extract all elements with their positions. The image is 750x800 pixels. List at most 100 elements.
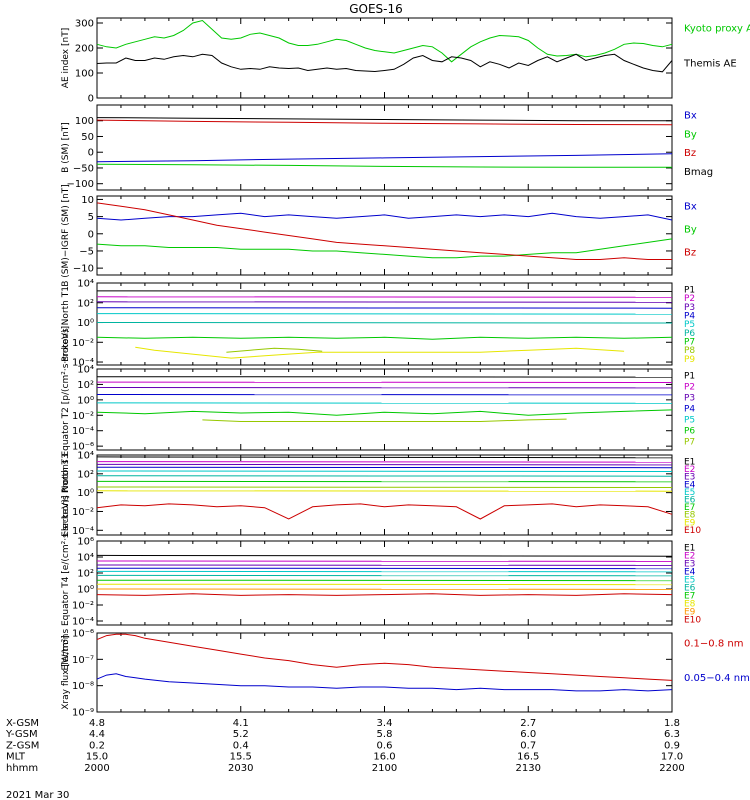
series-line-P7	[202, 418, 567, 422]
series-line-E10	[96, 503, 673, 520]
y-tick-label: 10⁴	[77, 279, 94, 290]
y-tick-label: 10⁰	[77, 585, 94, 596]
series-line-P4	[96, 307, 673, 309]
legend-entry: P6	[684, 427, 695, 437]
y-axis-label: B (SM) [nT]	[61, 122, 71, 173]
x-row-value: 4.1	[233, 718, 249, 729]
x-row-label: X-GSM	[6, 718, 39, 729]
series-line-E2	[96, 461, 673, 463]
y-tick-label: 10⁻⁷	[72, 655, 94, 666]
legend-entry: E6	[684, 496, 696, 506]
y-tick-label: 10⁶	[77, 537, 94, 548]
legend-entry: Bmag	[684, 167, 713, 178]
panel-3: −10 −5 0 5 10 B (SM)−IGRF (SM) [nT] Bx By Bz	[61, 184, 697, 287]
series-line-0.05−0.4 nm	[96, 673, 673, 692]
series-line-P7	[96, 336, 673, 340]
series-line-P9	[135, 346, 625, 359]
legend-entry: Bx	[684, 202, 697, 213]
series-line-P5	[96, 313, 673, 315]
series-line-E5	[96, 470, 673, 472]
series-line-P6	[96, 409, 673, 416]
legend-entry: P3	[684, 303, 695, 313]
legend-entry: P2	[684, 383, 695, 393]
y-axis-label: Xray flux [W/m²]	[61, 635, 71, 709]
y-tick-label: 10⁻⁸	[72, 681, 94, 692]
legend-entry: P1	[684, 372, 695, 382]
series-line-0.1−0.8 nm	[96, 633, 673, 681]
legend-entry: Bx	[684, 111, 697, 122]
x-row-label: Z-GSM	[6, 740, 39, 751]
legend-entry: P7	[684, 438, 695, 448]
x-row-value: 5.8	[377, 729, 393, 740]
y-tick-label: 10⁻⁴	[72, 426, 94, 437]
y-axis-label: B (SM)−IGRF (SM) [nT]	[61, 184, 71, 287]
legend-entry: P6	[684, 329, 695, 339]
y-tick-label: 10	[81, 195, 94, 206]
legend-entry: P8	[684, 346, 695, 356]
series-line-Bx	[96, 212, 673, 221]
x-row-value: 17.0	[661, 752, 683, 763]
y-tick-label: 10⁻⁶	[72, 442, 94, 453]
legend-entry: P5	[684, 320, 695, 330]
series-line-E1	[96, 554, 673, 557]
y-tick-label: −5	[79, 246, 94, 257]
x-row-value: 0.4	[233, 740, 249, 751]
legend-entry: P5	[684, 416, 695, 426]
legend-entry: Bz	[684, 248, 696, 259]
y-tick-label: 200	[75, 44, 94, 55]
legend-entry: E7	[684, 592, 695, 602]
y-axis-label: Electrons Equator T4 [e/(cm²·s·sr·keV)]	[61, 496, 71, 671]
panel-1: 0 100 200 300 AE index [nT] Kyoto proxy AE The…	[61, 17, 750, 105]
panel-frame	[96, 195, 673, 276]
series-line-By	[96, 163, 672, 168]
legend-entry: P4	[684, 312, 695, 322]
legend-entry: E1	[684, 458, 695, 468]
series-line-By	[96, 238, 673, 259]
y-tick-label: 10⁻⁹	[72, 708, 94, 719]
y-tick-label: 10⁻⁴	[72, 358, 94, 369]
series-line-P1	[96, 290, 673, 292]
y-tick-label: 10⁴	[77, 365, 94, 376]
y-tick-label: 10²	[77, 569, 94, 580]
y-tick-label: 0	[88, 229, 94, 240]
y-axis-label: Protons North T1	[61, 286, 71, 362]
x-row-value: 4.4	[89, 729, 105, 740]
legend-entry: E3	[684, 473, 695, 483]
y-axis-label: Electrons North T3	[61, 453, 71, 537]
y-tick-label: 10⁻²	[72, 411, 94, 422]
legend-entry: E8	[684, 600, 696, 610]
y-tick-label: 5	[88, 212, 94, 223]
y-tick-label: 10⁻⁴	[72, 617, 94, 628]
legend-entry: P4	[684, 405, 695, 415]
y-tick-label: 10²	[77, 298, 94, 309]
x-row-value: 0.2	[89, 740, 105, 751]
x-row-value: 2130	[516, 763, 541, 774]
y-tick-label: −100	[67, 179, 94, 190]
series-line-E4	[96, 466, 673, 469]
y-tick-label: 10⁴	[77, 553, 94, 564]
series-line-Bz	[96, 202, 672, 260]
x-row-value: 2100	[372, 763, 397, 774]
legend-entry: E5	[684, 488, 695, 498]
legend-entry: Themis AE	[683, 59, 737, 70]
series-line-Bz	[96, 119, 673, 126]
legend-entry: E10	[684, 526, 701, 536]
y-tick-label: 10⁴	[77, 451, 94, 462]
figure-title: GOES-16	[349, 2, 403, 16]
legend-entry: By	[684, 225, 697, 236]
legend-entry: E1	[684, 544, 695, 554]
x-row-value: 6.3	[664, 729, 680, 740]
legend-entry: E5	[684, 576, 695, 586]
series-line-E3	[96, 463, 673, 466]
y-axis-label: AE index [nT]	[61, 28, 71, 88]
series-line-P6	[96, 322, 673, 324]
legend-entry: 0.05−0.4 nm	[684, 673, 750, 684]
x-row-value: 2000	[84, 763, 109, 774]
y-tick-label: 10²	[77, 469, 94, 480]
x-row-value: 1.8	[664, 718, 680, 729]
legend-entry: P2	[684, 294, 695, 304]
legend-entry: E7	[684, 503, 695, 513]
